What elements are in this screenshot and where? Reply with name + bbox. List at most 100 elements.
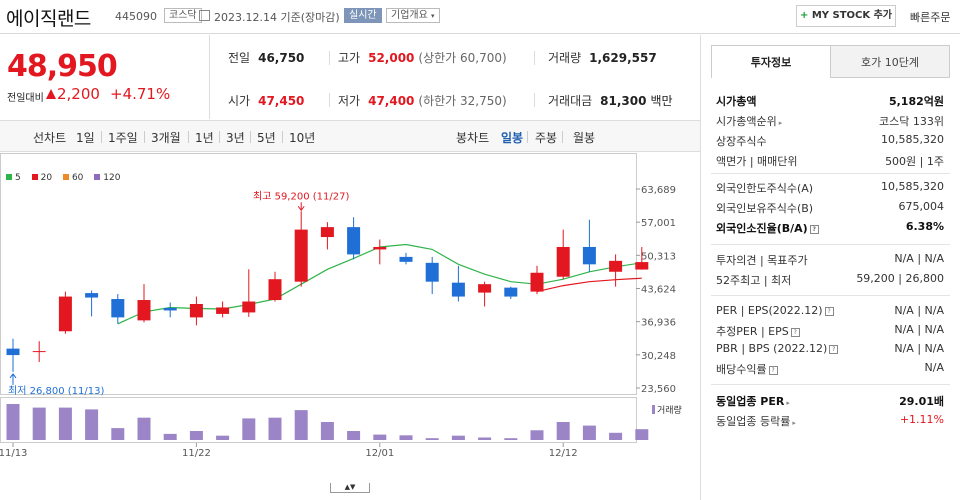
x-tick-label: 12/12 (549, 448, 578, 459)
price-change: 2,200 (46, 85, 100, 103)
divider (534, 51, 535, 65)
candle-body (556, 246, 570, 277)
y-tick-label: 30,248 (641, 351, 676, 362)
quick-order-link[interactable]: 빠른주문 (910, 11, 951, 24)
stat-low: 저가 47,400 (하한가 32,750) (338, 92, 507, 109)
realtime-badge[interactable]: 실시간 (344, 8, 382, 23)
volume-legend-swatch (652, 405, 655, 414)
y-tick-label: 63,689 (641, 185, 676, 196)
info-value: 5,182억원 (888, 95, 944, 108)
help-icon[interactable]: ? (809, 224, 819, 234)
info-value: 코스닥 133위 (879, 115, 944, 128)
info-value: 59,200 | 26,800 (856, 272, 944, 285)
candlestick-svg[interactable]: 63,689 57,001 50,313 43,624 36,936 30,248 23,5… (0, 153, 700, 483)
info-value: 500원 | 1주 (885, 155, 944, 168)
candle-body (242, 301, 256, 313)
divider (527, 131, 528, 143)
current-price: 48,950 (7, 49, 118, 84)
volume-bar (216, 435, 230, 440)
chevron-right-icon: ▸ (786, 399, 790, 407)
volume-bar (137, 417, 151, 440)
x-tick-label: 11/22 (182, 448, 211, 459)
candle-monthly[interactable]: 월봉 (573, 131, 596, 145)
stat-value: 46,750 (258, 51, 305, 65)
mystock-label: MY STOCK 추가 (811, 10, 893, 21)
investment-info-panel: 투자정보 호가 10단계 시가총액 5,182억원 시가총액순위 ▸ 코스닥 133위 상… (700, 35, 960, 500)
stat-amount: 거래대금 81,300 백만 (548, 92, 673, 109)
info-row[interactable]: 동일업종 PER ▸ 29.01배 (716, 393, 944, 409)
help-icon[interactable]: ? (768, 365, 778, 375)
info-label: 추정PER | EPS (716, 325, 789, 338)
info-row[interactable]: 외국인소진율(B/A)? 6.38% (716, 220, 944, 236)
legend-item-ma120: 120 (94, 173, 120, 183)
info-label: 투자의견 | 목표주가 (716, 254, 808, 267)
legend-label: 120 (103, 173, 121, 183)
chart-resize-handle[interactable]: ▲▼ (330, 483, 370, 493)
period-1w[interactable]: 1주일 (108, 131, 138, 145)
info-row: 외국인보유주식수(B) 675,004 (716, 200, 944, 216)
info-row: 시가총액 5,182억원 (716, 93, 944, 109)
company-info-button[interactable]: 기업개요 ▾ (386, 8, 440, 23)
tab-orderbook[interactable]: 호가 10단계 (830, 45, 950, 78)
candle-weekly[interactable]: 주봉 (535, 131, 558, 145)
volume-bar (85, 409, 99, 440)
help-icon[interactable]: ? (790, 327, 800, 337)
help-icon[interactable]: ? (829, 344, 839, 354)
info-row[interactable]: 시가총액순위 ▸ 코스닥 133위 (716, 113, 944, 129)
candle-body (320, 227, 334, 238)
info-row[interactable]: 추정PER | EPS? N/A | N/A (716, 323, 944, 339)
low-arrow-head (9, 373, 17, 379)
company-info-label: 기업개요 (391, 10, 428, 21)
period-1d[interactable]: 1일 (76, 131, 95, 145)
candle-daily[interactable]: 일봉 (501, 131, 524, 145)
candle-body (582, 246, 596, 265)
period-5y[interactable]: 5년 (257, 131, 276, 145)
period-1y[interactable]: 1년 (195, 131, 214, 145)
volume-bar (58, 407, 72, 440)
legend-label: 60 (71, 173, 84, 183)
info-value: 6.38% (905, 220, 944, 233)
candle-body (268, 279, 282, 301)
info-row[interactable]: PBR | BPS (2022.12)? N/A | N/A (716, 342, 944, 358)
tab-investment-info[interactable]: 투자정보 (711, 45, 831, 78)
help-icon[interactable]: ? (824, 306, 834, 316)
info-row: 투자의견 | 목표주가 N/A | N/A (716, 252, 944, 268)
volume-bar (399, 435, 413, 440)
up-triangle-icon (46, 89, 56, 99)
info-row: 액면가 | 매매단위 500원 | 1주 (716, 153, 944, 169)
y-tick-label: 43,624 (641, 285, 676, 296)
volume-bar (294, 410, 308, 440)
volume-bar (582, 425, 596, 440)
period-3m[interactable]: 3개월 (151, 131, 181, 145)
volume-bar (163, 433, 177, 440)
stat-high: 고가 52,000 (상한가 60,700) (338, 49, 507, 66)
divider (534, 93, 535, 107)
legend-label: 5 (15, 173, 21, 183)
period-3y[interactable]: 3년 (226, 131, 245, 145)
info-label: 외국인소진율(B/A) (716, 222, 808, 235)
volume-bar (556, 422, 570, 440)
mystock-add-button[interactable]: + MY STOCK 추가 (796, 5, 896, 27)
stat-value: 47,450 (258, 94, 305, 108)
info-row[interactable]: PER | EPS(2022.12)? N/A | N/A (716, 304, 944, 320)
price-stats: 전일 46,750 시가 47,450 고가 52,000 (상한가 60,700) 저… (211, 35, 700, 119)
candle-body (32, 351, 46, 353)
volume-bar (242, 418, 256, 440)
chevron-down-icon: ▾ (431, 12, 435, 20)
info-value: N/A | N/A (894, 342, 944, 355)
candle-body (399, 256, 413, 262)
divider (711, 244, 950, 245)
info-row[interactable]: 동일업종 등락률 ▸ +1.11% (716, 413, 944, 429)
info-value: N/A | N/A (894, 252, 944, 265)
stat-label: 거래량 (548, 51, 582, 65)
divider (219, 131, 220, 143)
chevron-right-icon: ▸ (792, 419, 796, 427)
period-10y[interactable]: 10년 (289, 131, 316, 145)
divider (188, 131, 189, 143)
stock-name: 에이직랜드 (6, 8, 91, 30)
candle-body (216, 307, 230, 314)
info-row[interactable]: 배당수익률? N/A (716, 361, 944, 377)
candle-body (6, 348, 20, 356)
stat-label: 시가 (228, 94, 251, 108)
info-label: 시가총액순위 (716, 115, 777, 128)
